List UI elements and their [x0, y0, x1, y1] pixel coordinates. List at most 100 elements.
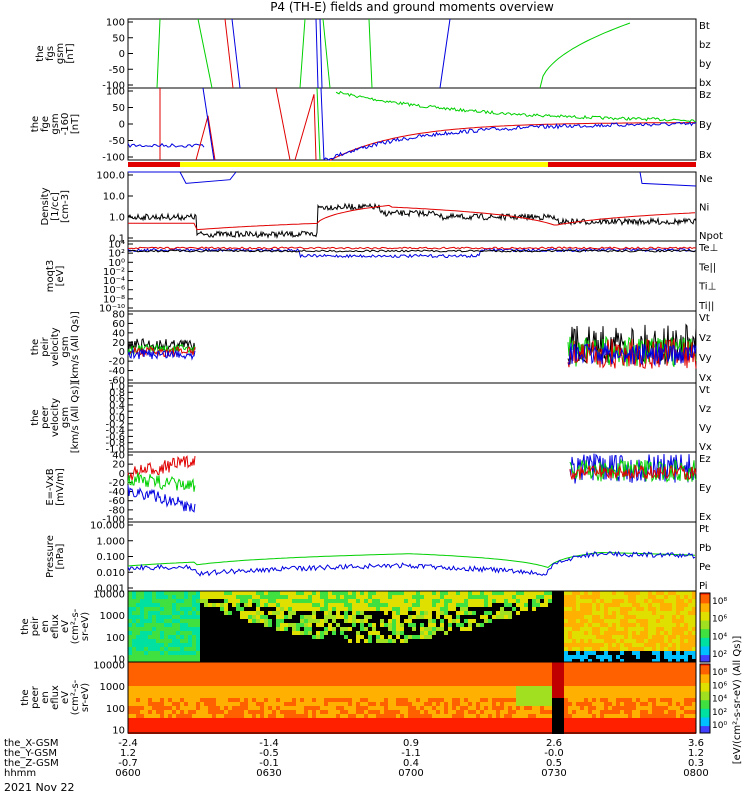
ylabel-efield: [mV/m] [55, 468, 66, 506]
line-Bz [275, 87, 291, 161]
line-Npot [128, 171, 237, 184]
ylabel-peirv: peir [40, 336, 51, 356]
ytick-label: 10 [112, 726, 125, 737]
xaxis-value: -2.4 [118, 738, 138, 749]
legend-pressure-Pi: Pi [699, 581, 708, 592]
ylabel-density: [cm-3] [60, 190, 71, 223]
ylabel-peirv: [km/s (All Qs)] [70, 311, 81, 383]
mode-bar-red [548, 162, 696, 167]
colorbar-tick: 10⁶ [712, 615, 727, 625]
mode-bar-yellow [180, 162, 548, 167]
ylabel-peerspec: en [40, 691, 51, 704]
ylabel-efield: E=-VxB [45, 468, 56, 505]
ylabel-density: Density [40, 187, 51, 225]
line-Pi [127, 550, 696, 577]
ytick-label: 10⁴ [108, 240, 125, 251]
panel-frame-efield [127, 451, 697, 523]
xaxis-value: -0.5 [259, 748, 279, 759]
ytick-label: 100.0 [96, 171, 125, 182]
xaxis-value: 0630 [256, 768, 281, 779]
legend-peerv-Vz: Vz [699, 404, 711, 415]
legend-peerv-Vt: Vt [699, 385, 710, 396]
ylabel-pressure: [nPa] [55, 543, 66, 569]
xaxis-row-label: hhmm [4, 768, 36, 779]
ytick-label: 1000 [100, 611, 125, 622]
legend-temp-Te||: Te|| [698, 262, 716, 273]
legend-fgs-Bt: Bt [699, 21, 710, 32]
ylabel-fge: [nT] [70, 114, 81, 134]
ytick-label: 100 [106, 633, 125, 644]
line-Bx [320, 87, 325, 161]
line-Pe [127, 551, 696, 569]
ytick-label: 40 [112, 328, 125, 339]
ylabel-peerspec: (cm²-s- [70, 679, 81, 715]
line-bx [439, 18, 451, 89]
ytick-label: -20 [109, 357, 125, 368]
ylabel-peerv: the [30, 409, 41, 425]
ylabel-fgs: gsm [55, 43, 66, 64]
line-By [316, 87, 321, 161]
legend-fgs-by: by [699, 59, 711, 70]
ytick-label: 0.6 [109, 394, 125, 405]
ytick-label: 10000 [93, 661, 125, 672]
ytick-label: -40 [109, 487, 125, 498]
spectrogram-peer [128, 662, 696, 734]
ylabel-pressure: Pressure [45, 535, 56, 578]
ylabel-fge: -160 [60, 113, 71, 136]
ytick-label: 50 [112, 103, 125, 114]
panel-frame-fgs [127, 18, 697, 89]
xaxis-value: -0.1 [259, 758, 279, 769]
mode-bar-red [128, 162, 180, 167]
line-by [322, 18, 331, 89]
ytick-label: 0.100 [96, 552, 125, 563]
xaxis-value: -1.1 [401, 748, 421, 759]
xaxis-value: 1.2 [120, 748, 136, 759]
ytick-label: 80 [112, 310, 125, 321]
ylabel-fge: fge [40, 116, 51, 132]
line-Vx [127, 347, 196, 361]
line-by [156, 18, 161, 89]
line-Npot [639, 171, 697, 187]
line-Vz [127, 346, 196, 358]
ytick-label: 100 [106, 87, 125, 98]
ytick-label: 100 [106, 18, 125, 29]
ytick-label: 1.0 [109, 213, 125, 224]
ylabel-fge: the [30, 116, 41, 132]
ytick-label: 1000 [100, 682, 125, 693]
line-Bz [329, 122, 696, 161]
line-Te-par [127, 249, 697, 253]
ytick-label: 0.001 [96, 584, 125, 595]
legend-pressure-Pt: Pt [699, 524, 709, 535]
line-Bz [294, 94, 317, 161]
ytick-label: 10⁻² [103, 267, 125, 278]
line-Ne [128, 204, 696, 231]
ytick-label: 0.0 [109, 413, 125, 424]
xaxis-value: 1.2 [688, 748, 704, 759]
colorbar-tick: 10⁰ [712, 721, 727, 731]
ytick-label: 10000 [93, 590, 125, 601]
ylabel-peirv: gsm [60, 336, 71, 357]
xaxis-value: 0600 [115, 768, 140, 779]
line-By [335, 90, 697, 123]
xaxis-value: 0.3 [688, 758, 704, 769]
colorbar-tick: 10⁸ [712, 668, 727, 678]
xaxis-value: -1.4 [259, 738, 279, 749]
ylabel-peerv: gsm [60, 407, 71, 428]
ytick-label: -0.2 [105, 419, 125, 430]
colorbar-peir [700, 593, 710, 663]
ytick-label: -100 [102, 153, 125, 164]
xaxis-value: -0.7 [118, 758, 138, 769]
ytick-label: 20 [112, 338, 125, 349]
ylabel-peerv: velocity [50, 398, 61, 437]
ylabel-peirspec: en [40, 620, 51, 633]
line-bx [319, 18, 323, 89]
legend-peirv-Vy: Vy [699, 353, 712, 364]
colorbar-tick: 10² [712, 650, 727, 660]
line-Vy [127, 343, 196, 357]
ylabel-fge: gsm [50, 113, 61, 134]
legend-density-Ne: Ne [699, 174, 713, 185]
legend-peerv-Vy: Vy [699, 423, 712, 434]
ytick-label: 10⁻¹⁰ [99, 304, 125, 315]
xaxis-row-label: the_X-GSM [4, 738, 58, 749]
